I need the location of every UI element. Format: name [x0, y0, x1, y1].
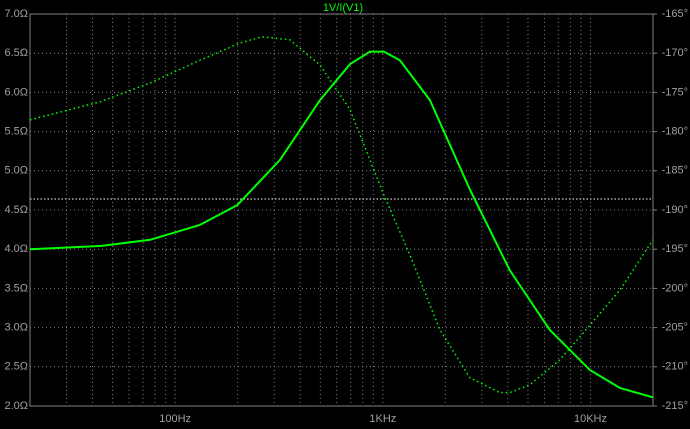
y2-tick-label: -165°: [662, 8, 688, 20]
x-tick-label: 10KHz: [574, 413, 607, 425]
y2-tick-label: -175°: [662, 86, 688, 98]
y2-tick-label: -190°: [662, 204, 688, 216]
y2-tick-label: -170°: [662, 47, 688, 59]
chart-title: 1V/I(V1): [323, 2, 363, 14]
y2-tick-label: -210°: [662, 361, 688, 373]
y-tick-label: 2.5Ω: [4, 361, 28, 373]
y-tick-label: 4.0Ω: [4, 243, 28, 255]
y-tick-label: 5.5Ω: [4, 126, 28, 138]
y2-tick-label: -205°: [662, 322, 688, 334]
y-tick-label: 3.0Ω: [4, 322, 28, 334]
x-tick-label: 100Hz: [159, 413, 191, 425]
y2-tick-label: -195°: [662, 243, 688, 255]
y2-tick-label: -185°: [662, 165, 688, 177]
y-tick-label: 6.0Ω: [4, 86, 28, 98]
y-tick-label: 4.5Ω: [4, 204, 28, 216]
y-tick-label: 2.0Ω: [4, 400, 28, 412]
y2-tick-label: -200°: [662, 282, 688, 294]
y2-tick-label: -215°: [662, 400, 688, 412]
plot-frame: [29, 13, 654, 407]
series-line: [29, 50, 654, 399]
y-tick-label: 6.5Ω: [4, 47, 28, 59]
y-tick-label: 5.0Ω: [4, 165, 28, 177]
y-tick-label: 3.5Ω: [4, 282, 28, 294]
y-tick-label: 7.0Ω: [4, 8, 28, 20]
x-tick-label: 1KHz: [369, 413, 396, 425]
y2-tick-label: -180°: [662, 126, 688, 138]
